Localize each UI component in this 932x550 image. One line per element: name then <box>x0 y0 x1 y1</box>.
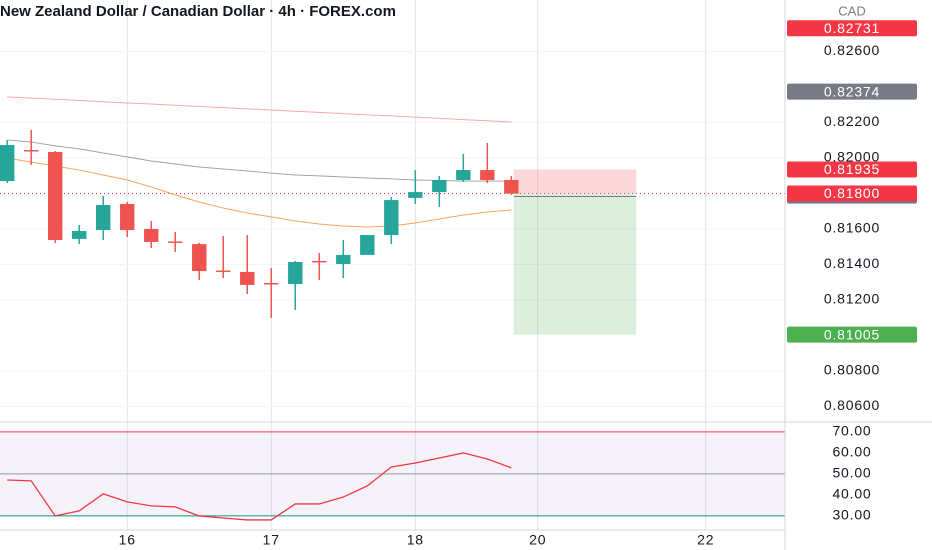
candle-body <box>240 271 255 285</box>
target-zone <box>513 193 637 335</box>
candle-body <box>144 228 159 242</box>
candle-body <box>216 270 231 273</box>
candle-body <box>264 282 279 285</box>
y-tick-label: 0.82200 <box>824 113 880 129</box>
price-badge-text: 0.82731 <box>824 20 880 36</box>
candle-body <box>288 262 303 285</box>
y-tick-label: 0.80600 <box>824 397 880 413</box>
x-tick-label: 18 <box>407 532 424 548</box>
rsi-tick-label: 30.00 <box>832 507 871 523</box>
position-badge-text: 0.81005 <box>824 326 880 342</box>
moving-average <box>7 96 512 123</box>
rsi-tick-label: 40.00 <box>832 486 871 502</box>
candle-body <box>96 205 111 231</box>
candle-body <box>192 244 207 272</box>
price-badge <box>787 83 917 100</box>
x-tick-label: 20 <box>529 532 546 548</box>
candle-body <box>408 192 423 198</box>
candle-body <box>0 145 15 182</box>
x-tick-label: 22 <box>697 532 714 548</box>
candle-body <box>456 170 471 180</box>
y-tick-label: 0.80800 <box>824 362 880 378</box>
chart-title: New Zealand Dollar / Canadian Dollar · 4… <box>0 3 396 20</box>
y-tick-label: 0.82000 <box>824 149 880 165</box>
candle-body <box>336 254 351 264</box>
stop-zone <box>513 169 637 194</box>
candle-body <box>48 151 63 240</box>
position-badge <box>787 185 917 202</box>
y-tick-label: 0.81200 <box>824 291 880 307</box>
y-tick-label: 0.82600 <box>824 42 880 58</box>
candle-body <box>120 203 135 231</box>
position-badge <box>787 161 917 178</box>
x-tick-label: 17 <box>263 532 280 548</box>
position-badge <box>787 326 917 343</box>
y-tick-label: 0.81400 <box>824 255 880 271</box>
position-badge-text: 0.81935 <box>824 161 880 177</box>
position-badge-text: 0.81800 <box>824 185 880 201</box>
rsi-tick-label: 50.00 <box>832 465 871 481</box>
moving-average <box>7 139 512 182</box>
plot-layer <box>0 96 785 521</box>
rsi-line <box>7 452 512 521</box>
time-axis-panel <box>0 530 785 550</box>
price-badge-text: 0.82374 <box>824 83 880 99</box>
x-tick-label: 16 <box>119 532 136 548</box>
currency-label: CAD <box>838 3 865 18</box>
candle-body <box>24 150 39 152</box>
candle-body <box>504 180 519 194</box>
candle-body <box>432 180 447 193</box>
moving-average <box>7 157 512 228</box>
candle-body <box>72 230 87 239</box>
candle-body <box>168 241 183 243</box>
rsi-tick-label: 70.00 <box>832 423 871 439</box>
candle-body <box>360 235 375 255</box>
y-tick-label: 0.81600 <box>824 220 880 236</box>
price-badge <box>787 20 917 37</box>
candle-body <box>384 200 399 236</box>
rsi-tick-label: 60.00 <box>832 444 871 460</box>
candle-body <box>312 260 327 263</box>
candle-body <box>480 170 495 180</box>
